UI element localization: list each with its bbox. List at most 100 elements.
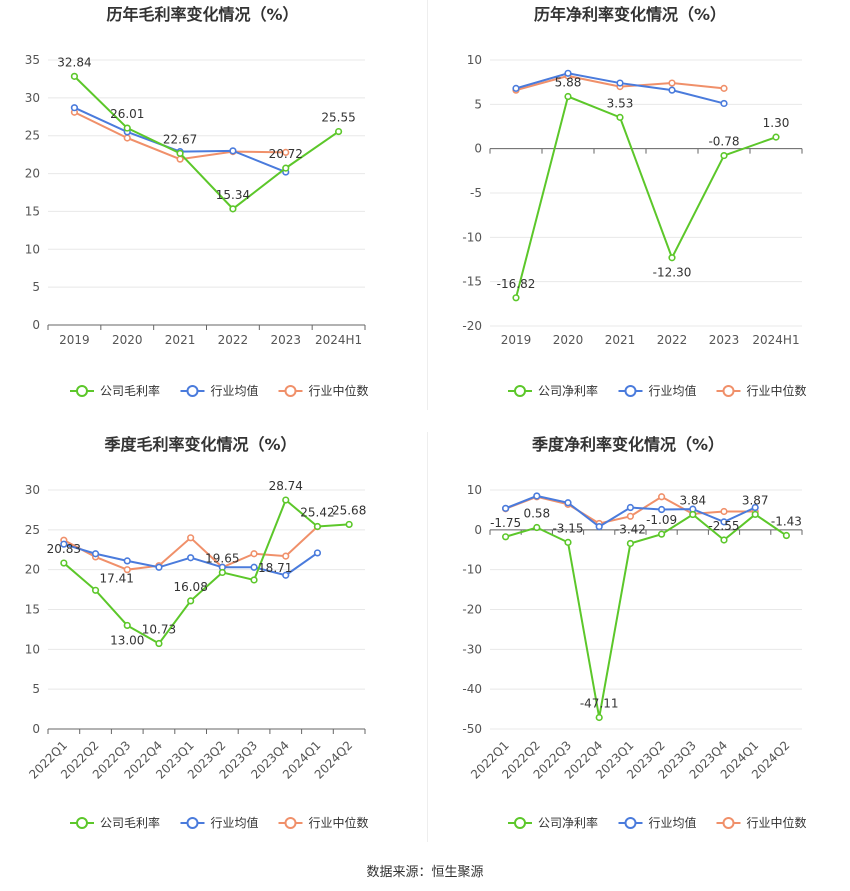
- data-label: 0.58: [523, 507, 550, 521]
- data-point: [533, 523, 541, 532]
- data-point: [334, 127, 343, 136]
- data-point: [70, 104, 79, 112]
- data-label: 19.65: [205, 551, 239, 565]
- data-point: [564, 538, 572, 546]
- data-point: [187, 554, 195, 562]
- data-label: 20.72: [269, 147, 303, 161]
- data-point: [512, 294, 520, 302]
- y-tick-label: -5: [470, 186, 482, 200]
- series-line: [505, 513, 787, 718]
- legend-label: 公司毛利率: [100, 815, 160, 830]
- data-point: [282, 148, 290, 156]
- legend-label: 行业均值: [649, 815, 697, 830]
- data-point: [512, 84, 520, 92]
- legend-item: 公司净利率: [508, 383, 598, 398]
- data-point: [658, 493, 666, 501]
- legend-marker: [722, 385, 735, 397]
- data-point: [123, 124, 131, 132]
- legend-item: 行业中位数: [716, 383, 807, 398]
- chart-svg: 历年净利率变化情况（%） -20 -15 -10 -5 0 5 10 2019 2020 2021 2…: [462, 5, 807, 398]
- quarterly-gross-margin-chart: 季度毛利率变化情况（%） 0 5 10 15 20 25 30 2022Q1 2022Q2 2022…: [0, 430, 425, 845]
- legend-label: 行业均值: [211, 815, 259, 830]
- data-point: [668, 254, 676, 262]
- data-point: [282, 571, 290, 579]
- data-point: [155, 563, 163, 571]
- y-tick-label: -50: [462, 722, 482, 736]
- data-point: [91, 586, 100, 594]
- data-point: [626, 539, 634, 548]
- data-label: -1.09: [646, 513, 677, 527]
- data-label: 13.00: [110, 633, 144, 647]
- data-point: [229, 147, 237, 155]
- y-tick-label: 0: [474, 523, 482, 537]
- data-label: -1.43: [771, 515, 802, 529]
- data-label: -12.30: [653, 266, 692, 280]
- x-tick-label: 2024H1: [315, 333, 362, 347]
- column-divider: [427, 0, 428, 410]
- series-line: [515, 95, 777, 299]
- chart-title: 历年净利率变化情况（%）: [534, 5, 726, 24]
- y-tick-label: -20: [462, 319, 482, 333]
- data-point: [616, 79, 624, 87]
- annual-net-margin-chart: 历年净利率变化情况（%） -20 -15 -10 -5 0 5 10 2019 2020 2021 2…: [430, 0, 850, 410]
- x-tick-label: 2021: [605, 333, 636, 347]
- y-tick-label: 10: [25, 642, 40, 656]
- data-point: [720, 507, 728, 516]
- legend-label: 公司净利率: [538, 383, 598, 398]
- data-point: [501, 533, 510, 541]
- y-tick-label: 0: [32, 318, 40, 332]
- data-label: -1.75: [490, 516, 521, 530]
- y-tick-label: 0: [474, 142, 482, 156]
- data-point: [250, 563, 258, 571]
- legend-item: 行业中位数: [278, 383, 369, 398]
- data-label: -16.82: [497, 277, 536, 291]
- data-point: [123, 557, 131, 565]
- y-tick-label: 35: [25, 53, 40, 67]
- legend-marker: [284, 385, 297, 397]
- data-point: [751, 503, 759, 512]
- data-label: -3.15: [552, 521, 583, 535]
- x-tick-label: 2023: [270, 333, 301, 347]
- y-tick-label: 20: [25, 167, 40, 181]
- data-point: [782, 531, 791, 540]
- x-tick-label: 2024H1: [752, 333, 799, 347]
- data-point: [282, 164, 290, 172]
- data-point: [658, 530, 666, 538]
- y-tick-label: 5: [32, 280, 40, 294]
- y-tick-label: 15: [25, 603, 40, 617]
- y-tick-label: 30: [25, 483, 40, 497]
- legend-label: 公司净利率: [538, 815, 598, 830]
- data-point: [123, 134, 131, 142]
- x-tick-label: 2022: [218, 333, 249, 347]
- data-point: [658, 505, 666, 514]
- data-label: 25.42: [300, 505, 334, 519]
- legend-item: 行业中位数: [278, 815, 369, 830]
- data-point: [720, 84, 728, 92]
- legend-item: 公司净利率: [508, 815, 598, 830]
- data-point: [250, 550, 258, 558]
- y-tick-label: 10: [25, 242, 40, 256]
- data-point: [595, 523, 603, 531]
- y-tick-label: -10: [462, 563, 482, 577]
- legend-marker: [284, 817, 297, 829]
- data-point: [250, 576, 258, 584]
- chart-title: 季度净利率变化情况（%）: [531, 435, 724, 454]
- x-tick-label: 2022: [657, 333, 688, 347]
- y-tick-label: 30: [25, 91, 40, 105]
- legend-item: 行业均值: [618, 383, 697, 398]
- data-label: -2.55: [708, 519, 739, 533]
- y-tick-label: 25: [25, 129, 40, 143]
- data-point: [772, 133, 780, 141]
- y-tick-label: -40: [462, 682, 482, 696]
- legend-item: 行业中位数: [716, 815, 807, 830]
- data-label: 10.73: [142, 623, 176, 637]
- chart-svg: 历年毛利率变化情况（%） 0 5 10 15 20 25 30 35 2019 2020 2021 20…: [25, 5, 369, 398]
- data-label: 20.83: [47, 542, 81, 556]
- legend-marker: [76, 817, 88, 829]
- data-point: [123, 621, 131, 630]
- data-label: 3.53: [607, 96, 634, 110]
- data-label: 32.84: [57, 55, 91, 69]
- data-point: [501, 504, 510, 512]
- legend-label: 行业均值: [211, 383, 259, 398]
- legend-marker: [186, 817, 199, 829]
